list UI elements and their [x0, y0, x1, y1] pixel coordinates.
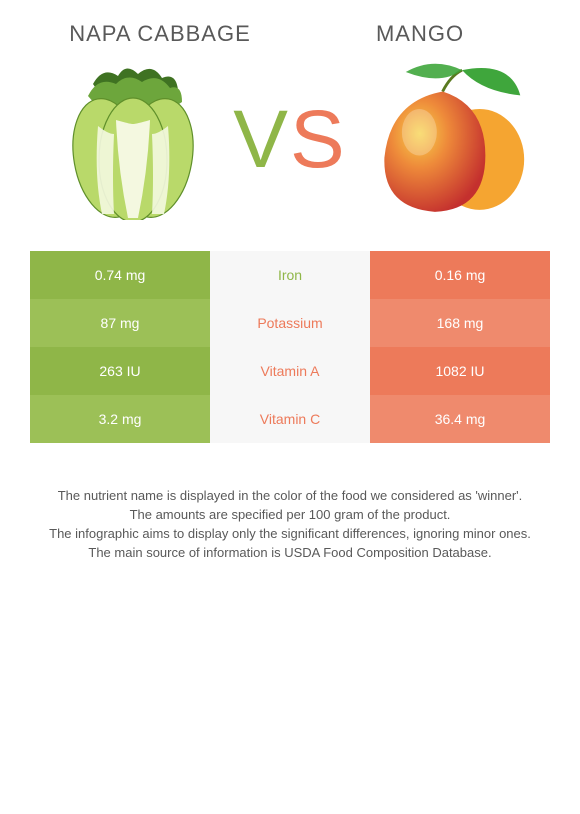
footnotes: The nutrient name is displayed in the co… — [40, 487, 540, 564]
left-value: 3.2 mg — [30, 395, 210, 443]
right-value: 1082 IU — [370, 347, 550, 395]
right-food-image — [365, 58, 530, 223]
right-value: 168 mg — [370, 299, 550, 347]
nutrient-name: Potassium — [210, 299, 370, 347]
left-title: Napa cabbage — [30, 20, 290, 48]
titles-row: Napa cabbage Mango — [0, 0, 580, 48]
right-title: Mango — [290, 20, 550, 48]
mango-icon — [365, 60, 530, 220]
footnote-line: The main source of information is USDA F… — [40, 544, 540, 562]
table-row: 3.2 mgVitamin C36.4 mg — [30, 395, 550, 443]
left-value: 87 mg — [30, 299, 210, 347]
nutrient-table: 0.74 mgIron0.16 mg87 mgPotassium168 mg26… — [30, 251, 550, 443]
footnote-line: The nutrient name is displayed in the co… — [40, 487, 540, 505]
vs-label: VS — [233, 93, 346, 187]
nutrient-name: Iron — [210, 251, 370, 299]
nutrient-name: Vitamin A — [210, 347, 370, 395]
right-value: 36.4 mg — [370, 395, 550, 443]
table-row: 263 IUVitamin A1082 IU — [30, 347, 550, 395]
vs-v: V — [233, 93, 290, 187]
vs-s: S — [290, 93, 347, 187]
right-value: 0.16 mg — [370, 251, 550, 299]
left-food-image — [50, 58, 215, 223]
left-value: 263 IU — [30, 347, 210, 395]
footnote-line: The infographic aims to display only the… — [40, 525, 540, 543]
hero-row: VS — [50, 58, 529, 223]
nutrient-name: Vitamin C — [210, 395, 370, 443]
table-row: 0.74 mgIron0.16 mg — [30, 251, 550, 299]
napa-cabbage-icon — [58, 60, 208, 220]
table-row: 87 mgPotassium168 mg — [30, 299, 550, 347]
left-value: 0.74 mg — [30, 251, 210, 299]
footnote-line: The amounts are specified per 100 gram o… — [40, 506, 540, 524]
